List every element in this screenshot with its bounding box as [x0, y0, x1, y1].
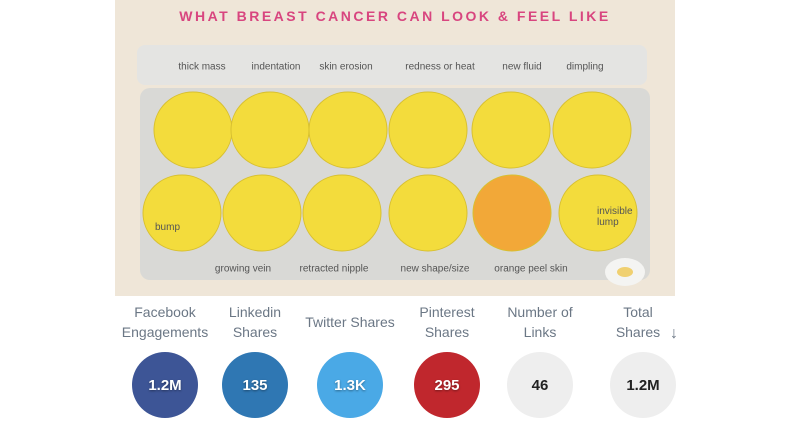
carton-label: new fluid — [502, 61, 542, 73]
metric-label: Total Shares ↓ — [593, 298, 693, 346]
metric-label: Facebook Engagements — [115, 298, 215, 346]
metric-value: 295 — [414, 352, 480, 418]
metric: Facebook Engagements 1.2M — [115, 298, 215, 418]
lemon — [230, 91, 310, 169]
lemon — [302, 174, 382, 252]
carton-label: thick mass — [178, 61, 226, 73]
metric-label: Linkedin Shares — [205, 298, 305, 346]
metric-label: Pinterest Shares — [397, 298, 497, 346]
metric-label-text: Linkedin Shares — [228, 304, 282, 340]
carton-label: new shape/size — [400, 263, 470, 275]
carton-label: orange peel skin — [494, 263, 568, 275]
metric: Twitter Shares 1.3K — [300, 298, 400, 418]
carton-label: indentation — [251, 61, 301, 73]
carton-label: growing vein — [214, 263, 272, 275]
carton-label: skin erosion — [319, 61, 373, 73]
metric-label-text: Total Shares — [615, 304, 661, 340]
lemon — [142, 174, 222, 252]
lump-icon — [617, 267, 633, 277]
sort-arrow: ↓ — [670, 325, 678, 342]
metric-value: 1.2M — [610, 352, 676, 418]
lemon — [388, 174, 468, 252]
carton-label: dimpling — [566, 61, 604, 73]
lemon — [471, 91, 551, 169]
metric-label-text: Number of Links — [507, 304, 573, 340]
metric-label-text: Pinterest Shares — [419, 304, 475, 340]
lemon — [153, 91, 233, 169]
carton-label: redness or heat — [405, 61, 475, 73]
lemon — [388, 91, 468, 169]
metric-label: Number of Links — [490, 298, 590, 346]
metric: Number of Links 46 — [490, 298, 590, 418]
carton-lid — [137, 45, 647, 85]
metric-label: Twitter Shares — [300, 298, 400, 346]
lemon — [558, 174, 638, 252]
metric-label-text: Twitter Shares — [305, 314, 395, 330]
lemon — [308, 91, 388, 169]
infographic-image: WHAT BREAST CANCER CAN LOOK & FEEL LIKE … — [115, 0, 675, 296]
metric-value: 1.2M — [132, 352, 198, 418]
bump-label: bump — [155, 222, 181, 233]
lemon — [222, 174, 302, 252]
metric-value: 135 — [222, 352, 288, 418]
metric: Linkedin Shares 135 — [205, 298, 305, 418]
metric-label-text: Facebook Engagements — [121, 304, 209, 340]
image-title: WHAT BREAST CANCER CAN LOOK & FEEL LIKE — [179, 8, 611, 24]
metric: Pinterest Shares 295 — [397, 298, 497, 418]
metric-value: 1.3K — [317, 352, 383, 418]
lump-label: invisible lump — [597, 206, 633, 228]
metric-value: 46 — [507, 352, 573, 418]
carton-label: retracted nipple — [299, 263, 369, 275]
metric: Total Shares ↓ 1.2M — [593, 298, 693, 418]
egg-carton — [137, 45, 650, 286]
lemon — [472, 174, 552, 252]
lemon — [552, 91, 632, 169]
lemons — [142, 91, 638, 252]
